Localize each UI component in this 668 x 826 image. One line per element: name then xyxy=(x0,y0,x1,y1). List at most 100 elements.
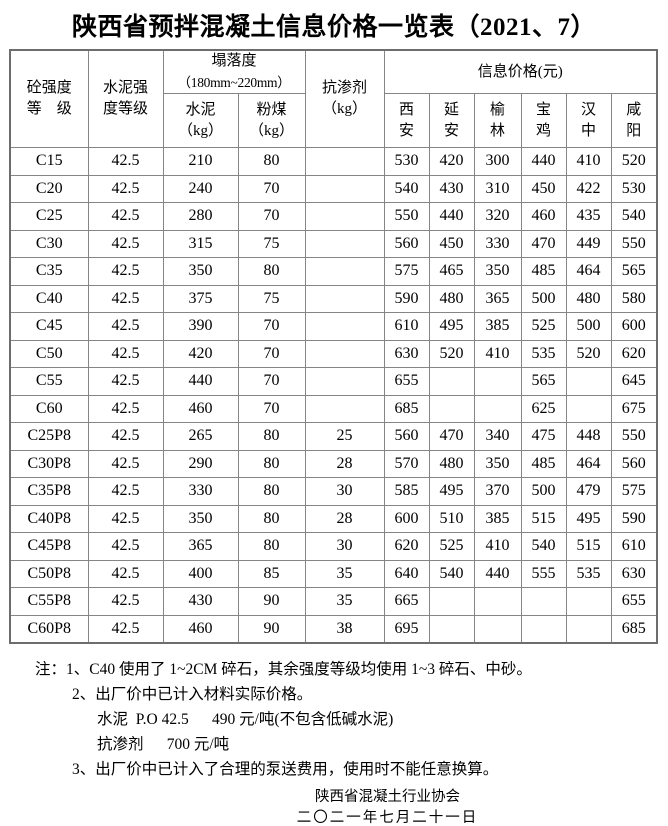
table-row: C15 42.5 210 80 530 420 300 440 410 520 xyxy=(9,147,658,176)
cell-price: 540 xyxy=(520,532,567,561)
cell-price: 530 xyxy=(610,174,658,203)
cell-price: 420 xyxy=(428,147,475,176)
note-2a: 水泥 P.O 42.5 490 元/吨(不包含低碱水泥) xyxy=(97,710,394,728)
cell-cement-kg: 440 xyxy=(162,367,239,396)
table-row: C60 42.5 460 70 685 625 675 xyxy=(9,394,658,423)
cell-fly-ash-kg: 70 xyxy=(237,174,306,203)
header-city-xian: 西 安 xyxy=(383,93,430,148)
cell-antiseep-kg xyxy=(304,257,385,286)
cell-price: 530 xyxy=(383,147,430,176)
header-city-hanzhong-line2: 中 xyxy=(581,122,597,139)
cell-price: 590 xyxy=(383,284,430,313)
header-slump-flyash: 粉煤 （kg） xyxy=(237,93,306,148)
cell-price: 385 xyxy=(473,312,522,341)
table-header: 砼强度 等 级 水泥强 度等级 塌落度 （180mm~220mm） 抗渗剂 （k… xyxy=(9,49,658,148)
cell-fly-ash-kg: 80 xyxy=(237,504,306,533)
cell-fly-ash-kg: 80 xyxy=(237,257,306,286)
cell-price: 440 xyxy=(473,559,522,588)
table-row: C25 42.5 280 70 550 440 320 460 435 540 xyxy=(9,202,658,231)
cell-grade: C45 xyxy=(9,312,89,341)
table-row: C40P8 42.5 350 80 28 600 510 385 515 495 590 xyxy=(9,504,658,533)
header-slump-flyash-line2: （kg） xyxy=(249,122,295,139)
cell-grade: C35P8 xyxy=(9,477,89,506)
cell-price: 320 xyxy=(473,202,522,231)
cell-price xyxy=(520,614,567,643)
cell-cement-grade: 42.5 xyxy=(87,174,164,203)
cell-price: 520 xyxy=(565,339,612,368)
table-row: C60P8 42.5 460 90 38 695 685 xyxy=(9,614,658,643)
cell-price: 495 xyxy=(428,477,475,506)
cell-cement-kg: 365 xyxy=(162,532,239,561)
cell-cement-grade: 42.5 xyxy=(87,229,164,258)
cell-price: 449 xyxy=(565,229,612,258)
cell-price: 480 xyxy=(565,284,612,313)
cell-price: 495 xyxy=(428,312,475,341)
cell-fly-ash-kg: 80 xyxy=(237,532,306,561)
price-table-body: C15 42.5 210 80 530 420 300 440 410 520 C20 42.5 240… xyxy=(9,147,658,643)
table-row: C35 42.5 350 80 575 465 350 485 464 565 xyxy=(9,257,658,286)
cell-cement-kg: 240 xyxy=(162,174,239,203)
table-row: C40 42.5 375 75 590 480 365 500 480 580 xyxy=(9,284,658,313)
header-cement-grade-line1: 水泥强 xyxy=(102,80,148,96)
cell-grade: C55P8 xyxy=(9,587,89,616)
header-antiseep-line1: 抗渗剂 xyxy=(322,80,368,96)
cell-cement-grade: 42.5 xyxy=(87,532,164,561)
footer-date: 二〇二一年七月二十一日 xyxy=(296,810,479,826)
cell-price: 515 xyxy=(520,504,567,533)
cell-fly-ash-kg: 80 xyxy=(237,449,306,478)
cell-price: 540 xyxy=(428,559,475,588)
cell-fly-ash-kg: 85 xyxy=(237,559,306,588)
cell-price: 370 xyxy=(473,477,522,506)
cell-cement-kg: 280 xyxy=(162,202,239,231)
cell-price: 575 xyxy=(383,257,430,286)
cell-price: 470 xyxy=(428,422,475,451)
cell-price: 560 xyxy=(383,229,430,258)
cell-price: 515 xyxy=(565,532,612,561)
header-slump-line2: （180mm~220mm） xyxy=(177,75,291,90)
note-2: 2、出厂价中已计入材料实际价格。 xyxy=(72,685,313,703)
header-cement-grade: 水泥强 度等级 xyxy=(87,49,164,148)
header-city-hanzhong: 汉 中 xyxy=(565,93,612,148)
cell-price: 550 xyxy=(383,202,430,231)
cell-price: 410 xyxy=(473,532,522,561)
cell-price: 520 xyxy=(428,339,475,368)
cell-antiseep-kg: 28 xyxy=(304,504,385,533)
notes-section: 注：1、C40 使用了 1~2CM 碎石，其余强度等级均使用 1~3 碎石、中砂… xyxy=(0,657,668,782)
cell-price: 440 xyxy=(520,147,567,176)
page-title: 陕西省预拌混凝土信息价格一览表（2021、7） xyxy=(71,14,596,41)
table-row: C25P8 42.5 265 80 25 560 470 340 475 448 550 xyxy=(9,422,658,451)
cell-price xyxy=(473,614,522,643)
cell-price: 550 xyxy=(610,422,658,451)
cell-cement-grade: 42.5 xyxy=(87,504,164,533)
cell-price: 535 xyxy=(520,339,567,368)
cell-price: 495 xyxy=(565,504,612,533)
cell-grade: C25P8 xyxy=(9,422,89,451)
table-row: C50 42.5 420 70 630 520 410 535 520 620 xyxy=(9,339,658,368)
footer-organization: 陕西省混凝土行业协会 xyxy=(315,789,460,805)
cell-price: 340 xyxy=(473,422,522,451)
cell-fly-ash-kg: 70 xyxy=(237,367,306,396)
cell-price xyxy=(520,587,567,616)
table-row: C55P8 42.5 430 90 35 665 655 xyxy=(9,587,658,616)
table-row: C20 42.5 240 70 540 430 310 450 422 530 xyxy=(9,174,658,203)
cell-price: 695 xyxy=(383,614,430,643)
cell-antiseep-kg xyxy=(304,367,385,396)
cell-fly-ash-kg: 90 xyxy=(237,587,306,616)
cell-cement-kg: 265 xyxy=(162,422,239,451)
header-city-yanan-line2: 安 xyxy=(444,122,460,139)
cell-grade: C40P8 xyxy=(9,504,89,533)
header-city-xian-line1: 西 xyxy=(399,101,415,118)
header-slump-line1: 塌落度 xyxy=(211,53,257,69)
cell-price: 464 xyxy=(565,257,612,286)
cell-price: 600 xyxy=(610,312,658,341)
cell-antiseep-kg: 38 xyxy=(304,614,385,643)
cell-grade: C40 xyxy=(9,284,89,313)
cell-price: 330 xyxy=(473,229,522,258)
header-city-xian-line2: 安 xyxy=(399,122,415,139)
header-city-baoji-line1: 宝 xyxy=(536,101,552,118)
cell-price: 675 xyxy=(610,394,658,423)
cell-price: 560 xyxy=(610,449,658,478)
cell-price: 655 xyxy=(610,587,658,616)
cell-price: 500 xyxy=(520,477,567,506)
table-row: C45P8 42.5 365 80 30 620 525 410 540 515 610 xyxy=(9,532,658,561)
